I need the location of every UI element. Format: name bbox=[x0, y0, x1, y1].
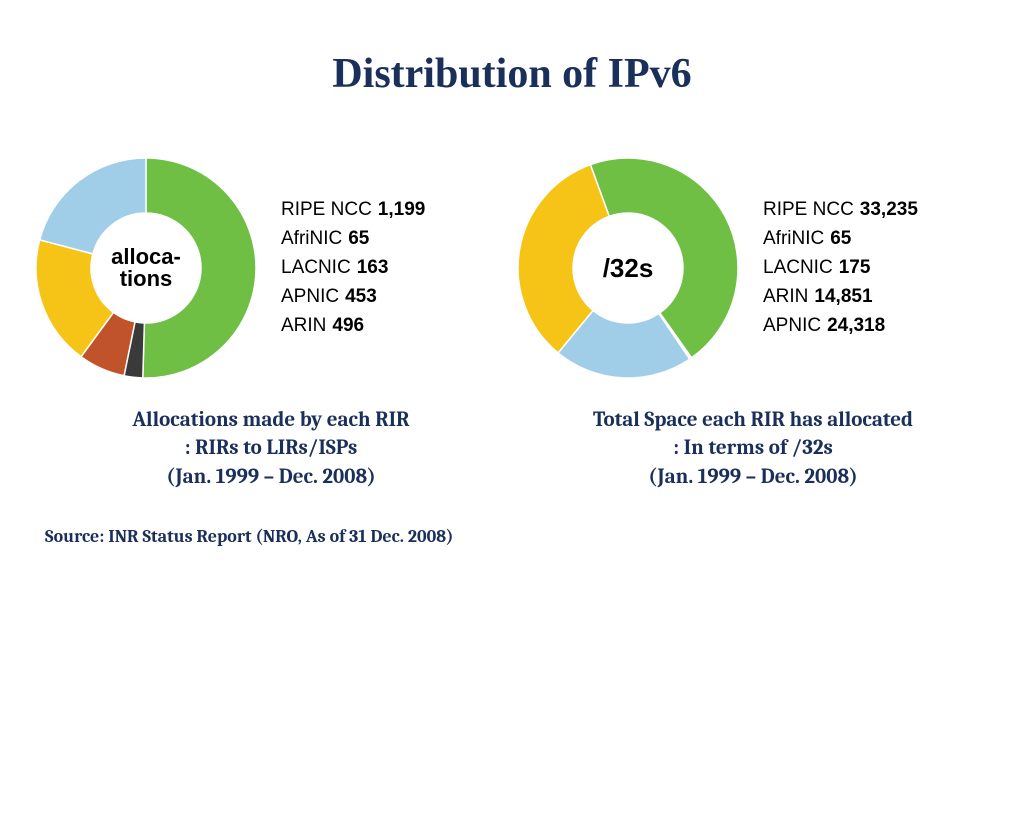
legend-item: AfriNIC 65 bbox=[763, 228, 918, 250]
legend-name: APNIC bbox=[763, 315, 821, 337]
left-caption: Allocations made by each RIR: RIRs to LI… bbox=[36, 406, 506, 491]
legend-name: LACNIC bbox=[763, 257, 833, 279]
legend-value: 175 bbox=[839, 257, 871, 279]
legend-item: ARIN 14,851 bbox=[763, 286, 918, 308]
left-chart-block: alloca- tions RIPE NCC 1,199 AfriNIC 65 LACN… bbox=[36, 158, 506, 378]
legend-item: RIPE NCC 33,235 bbox=[763, 199, 918, 221]
captions-row: Allocations made by each RIR: RIRs to LI… bbox=[0, 406, 1024, 491]
legend-name: RIPE NCC bbox=[281, 199, 372, 221]
legend-value: 14,851 bbox=[814, 286, 872, 308]
page-title: Distribution of IPv6 bbox=[0, 50, 1024, 98]
left-legend: RIPE NCC1,199AfriNIC65LACNIC163APNIC453A… bbox=[281, 192, 425, 344]
caption-line: : In terms of /32s bbox=[518, 434, 988, 462]
donut-slice bbox=[40, 158, 146, 254]
legend-name: APNIC bbox=[281, 286, 339, 308]
left-donut: alloca- tions bbox=[36, 158, 256, 378]
legend-value: 1,199 bbox=[378, 199, 426, 221]
legend-item: AfriNIC 65 bbox=[281, 228, 425, 250]
legend-value: 496 bbox=[332, 315, 364, 337]
charts-row: alloca- tions RIPE NCC 1,199 AfriNIC 65 LACN… bbox=[0, 158, 1024, 378]
right-legend: RIPE NCC 33,235 AfriNIC 65 LACNIC 175 ARIN 14,8… bbox=[763, 192, 918, 344]
legend-name: ARIN bbox=[763, 286, 808, 308]
legend-item: LACNIC 163 bbox=[281, 257, 425, 279]
right-donut: /32s bbox=[518, 158, 738, 378]
legend-item: LACNIC 175 bbox=[763, 257, 918, 279]
right-caption: Total Space each RIR has allocated: In t… bbox=[518, 406, 988, 491]
legend-name: LACNIC bbox=[281, 257, 351, 279]
caption-line: Total Space each RIR has allocated bbox=[518, 406, 988, 434]
legend-value: 163 bbox=[357, 257, 389, 279]
caption-line: (Jan. 1999 – Dec. 2008) bbox=[518, 463, 988, 491]
legend-name: ARIN bbox=[281, 315, 326, 337]
source-text: Source: INR Status Report (NRO, As of 31… bbox=[0, 526, 1024, 547]
legend-value: 453 bbox=[345, 286, 377, 308]
legend-item: RIPE NCC 1,199 bbox=[281, 199, 425, 221]
legend-name: RIPE NCC bbox=[763, 199, 854, 221]
legend-value: 65 bbox=[348, 228, 369, 250]
right-chart-block: /32s RIPE NCC 33,235 AfriNIC 65 LACNIC 175 ARI… bbox=[518, 158, 988, 378]
legend-value: 65 bbox=[830, 228, 851, 250]
legend-name: AfriNIC bbox=[763, 228, 824, 250]
legend-item: APNIC 453 bbox=[281, 286, 425, 308]
legend-value: 24,318 bbox=[827, 315, 885, 337]
legend-value: 33,235 bbox=[860, 199, 918, 221]
legend-item: ARIN 496 bbox=[281, 315, 425, 337]
caption-line: : RIRs to LIRs/ISPs bbox=[36, 434, 506, 462]
caption-line: (Jan. 1999 – Dec. 2008) bbox=[36, 463, 506, 491]
legend-item: APNIC 24,318 bbox=[763, 315, 918, 337]
legend-name: AfriNIC bbox=[281, 228, 342, 250]
right-center-label: /32s bbox=[603, 255, 654, 281]
left-center-label: alloca- tions bbox=[111, 246, 181, 290]
caption-line: Allocations made by each RIR bbox=[36, 406, 506, 434]
